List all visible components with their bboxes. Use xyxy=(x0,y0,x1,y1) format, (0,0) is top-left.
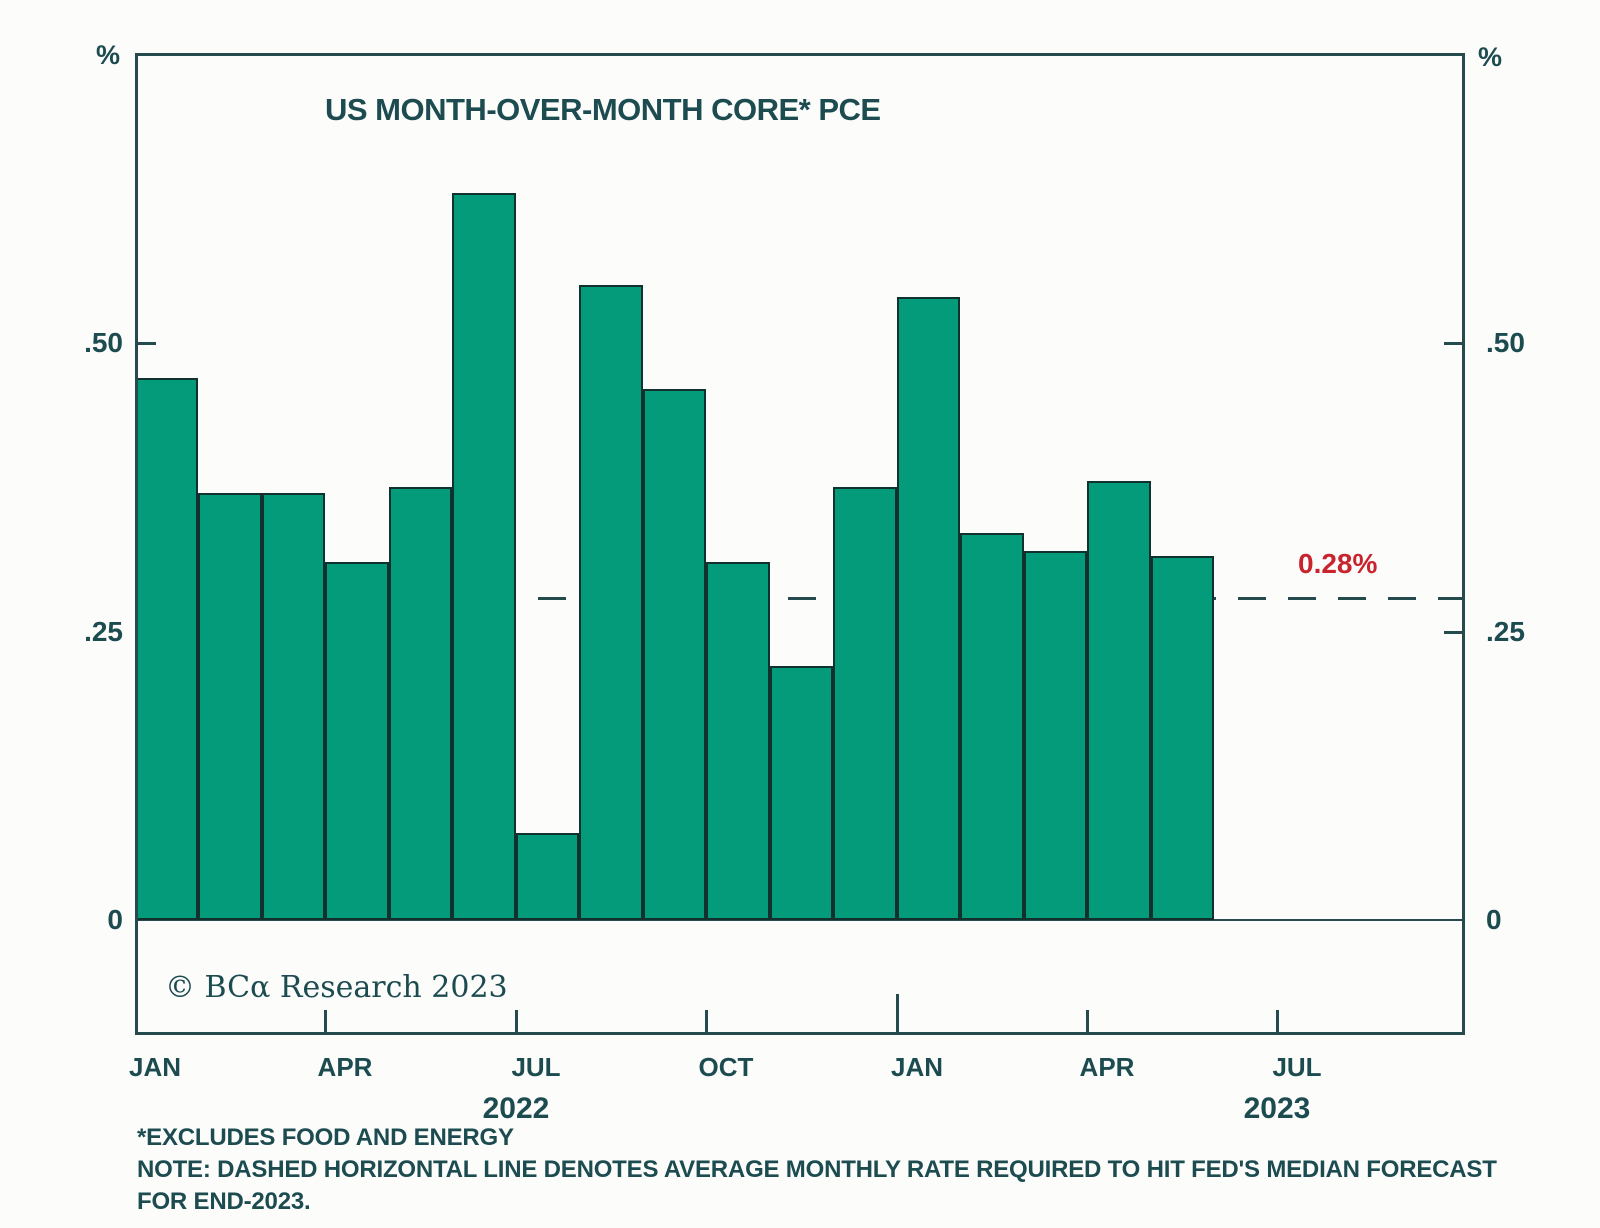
zero-baseline xyxy=(137,919,1463,921)
y-label-left-.25: .25 xyxy=(84,616,123,647)
bar-feb-2023 xyxy=(960,533,1024,920)
bar-jan-2022 xyxy=(135,378,198,920)
bar-jan-2023 xyxy=(897,297,960,920)
y-tick-left-.50 xyxy=(137,342,156,345)
x-label-jul-18: JUL xyxy=(1272,1052,1322,1082)
bar-may-2022 xyxy=(389,487,452,920)
y-axis-unit-left: % xyxy=(96,40,121,70)
x-year-label-2023: 2023 xyxy=(1243,1092,1311,1125)
x-tick-6 xyxy=(515,1010,518,1032)
bar-feb-2022 xyxy=(198,493,262,920)
bar-aug-2022 xyxy=(579,285,643,920)
x-label-apr-15: APR xyxy=(1079,1052,1135,1082)
x-tick-18 xyxy=(1276,1010,1279,1032)
y-tick-right-.25 xyxy=(1444,631,1463,634)
x-tick-15 xyxy=(1086,1010,1089,1032)
bar-mar-2022 xyxy=(262,493,325,920)
bar-nov-2022 xyxy=(770,666,833,920)
bar-mar-2023 xyxy=(1024,551,1087,920)
fed-forecast-reference-line xyxy=(138,597,1462,600)
chart-title: US MONTH-OVER-MONTH CORE* PCE xyxy=(325,92,881,127)
x-label-apr-3: APR xyxy=(317,1052,373,1082)
bar-apr-2022 xyxy=(325,562,389,920)
footnote-excludes: *EXCLUDES FOOD AND ENERGY xyxy=(137,1124,514,1151)
y-label-right-.25: .25 xyxy=(1486,616,1525,647)
bar-jun-2022 xyxy=(452,193,516,920)
y-label-right-0: 0 xyxy=(1486,904,1502,935)
x-tick-3 xyxy=(324,1010,327,1032)
bar-apr-2023 xyxy=(1087,481,1151,920)
reference-line-value-label: 0.28% xyxy=(1298,548,1378,579)
x-label-jul-6: JUL xyxy=(511,1052,561,1082)
footnote-note-line1: NOTE: DASHED HORIZONTAL LINE DENOTES AVE… xyxy=(137,1156,1497,1183)
x-tick-major-12 xyxy=(896,994,899,1032)
bar-sep-2022 xyxy=(643,389,706,920)
x-label-jan-12: JAN xyxy=(890,1052,944,1082)
y-tick-right-.50 xyxy=(1444,342,1463,345)
bar-may-2023 xyxy=(1151,556,1214,920)
bar-oct-2022 xyxy=(706,562,770,920)
x-year-label-2022: 2022 xyxy=(482,1092,550,1125)
x-tick-9 xyxy=(705,1010,708,1032)
x-label-oct-9: OCT xyxy=(698,1052,754,1082)
footnotes-block: *EXCLUDES FOOD AND ENERGY NOTE: DASHED H… xyxy=(137,1122,1497,1218)
y-label-left-.50: .50 xyxy=(84,327,123,358)
y-label-left-0: 0 xyxy=(107,904,123,935)
x-label-jan-0: JAN xyxy=(128,1052,182,1082)
bar-dec-2022 xyxy=(833,487,897,920)
copyright-text: © BCα Research 2023 xyxy=(165,970,508,1005)
bar-jul-2022 xyxy=(516,833,579,920)
y-label-right-.50: .50 xyxy=(1486,327,1525,358)
y-axis-unit-right: % xyxy=(1478,42,1503,72)
footnote-note-line2: FOR END-2023. xyxy=(137,1188,311,1215)
